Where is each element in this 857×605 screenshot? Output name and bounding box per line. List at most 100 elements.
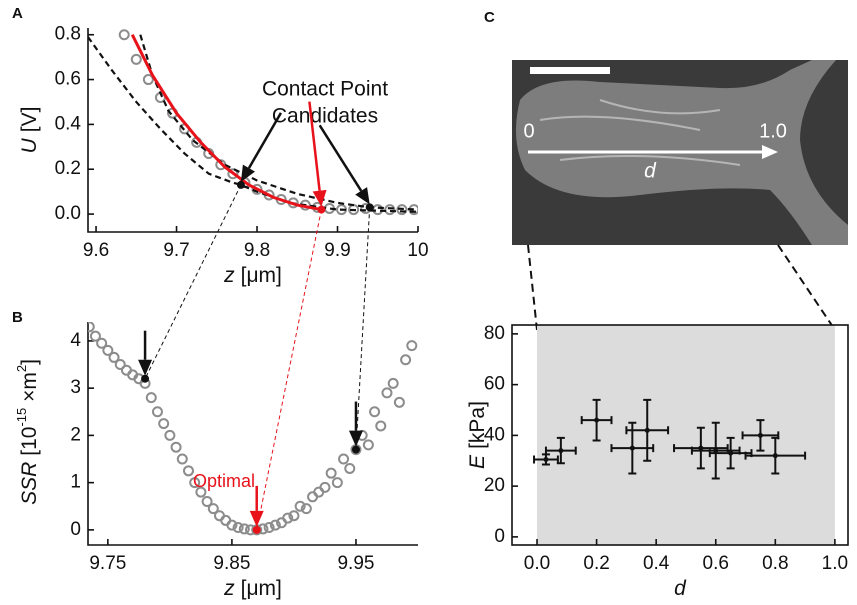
data-point [214, 510, 226, 522]
candidate-fit [88, 36, 418, 213]
y-error-caps [628, 421, 637, 475]
x-axis-label: d [674, 577, 687, 600]
data-point [313, 486, 325, 498]
y-axis-symbol: U [18, 137, 41, 153]
data-point [220, 514, 232, 526]
data-point [300, 503, 312, 515]
mean-point [757, 432, 763, 438]
data-point [142, 74, 154, 86]
axis-line [87, 322, 418, 546]
data-point [182, 465, 194, 477]
x-axis-symbol: d [674, 577, 687, 600]
panel-label: A [12, 5, 23, 22]
data-point [164, 429, 176, 441]
y-tick-label: 0.6 [55, 69, 81, 90]
data-point [319, 481, 331, 493]
arrowhead [240, 164, 256, 182]
arrowhead [312, 189, 327, 207]
y-axis-unit: [V] [18, 107, 41, 133]
zoom-line [527, 244, 538, 331]
data-point [375, 420, 387, 432]
y-axis-label: U [V] [18, 107, 41, 154]
x-tick-label: 0.2 [583, 553, 609, 574]
panel: C 0.0 0.2 0.4 0.6 0.8 1.0 0 20 40 60 80 d E [kPa] [466, 9, 849, 600]
x-tick-label: 9.7 [163, 240, 189, 261]
data-point [158, 418, 170, 430]
data-point [151, 406, 163, 418]
data-point [393, 396, 405, 408]
y-axis-unit: ×m [18, 372, 41, 408]
y-axis-symbol: SSR [18, 462, 41, 505]
y-axis-symbol: E [466, 454, 489, 469]
mean-point [629, 445, 635, 451]
y-axis-unit: -15 [14, 408, 29, 427]
mean-point [772, 453, 778, 459]
arrowhead [138, 359, 153, 376]
y-axis-unit: [10 [18, 427, 41, 456]
x-error-caps [533, 455, 559, 464]
x-tick-label: 0.4 [643, 553, 670, 574]
data-point [201, 496, 213, 508]
data-point [96, 337, 108, 349]
x-tick-label: 9.8 [244, 240, 270, 261]
arrowhead [355, 187, 370, 205]
mean-point [543, 456, 549, 462]
y-tick-label: 60 [484, 374, 505, 395]
x-tick-label: 0.0 [524, 553, 550, 574]
x-tick-label: 1.0 [822, 553, 848, 574]
data-point [384, 204, 396, 216]
image-arrowhead [762, 145, 778, 159]
data-point [288, 510, 300, 522]
x-error-caps [544, 446, 577, 455]
data-point [338, 453, 350, 465]
contact-point [252, 525, 261, 534]
data-point [114, 359, 126, 371]
contact-point [351, 445, 360, 454]
y-tick-label: 0.0 [55, 203, 81, 224]
y-error-caps [771, 436, 780, 475]
data-point [189, 477, 201, 489]
connector [144, 184, 242, 379]
data-point [381, 387, 393, 399]
mean-point [728, 450, 734, 456]
y-axis-label: SSR [10-15 ×m2] [14, 359, 41, 505]
y-tick-label: 0.4 [55, 113, 82, 134]
connector [256, 209, 322, 530]
zoom-line [777, 244, 836, 331]
arrow [247, 112, 283, 169]
axis-line [87, 28, 418, 233]
y-axis-unit: 2 [14, 365, 29, 372]
shaded-range [537, 325, 835, 545]
x-error-caps [625, 426, 670, 435]
data-point [145, 392, 157, 404]
data-point [176, 453, 188, 465]
x-axis-label: z [μm] [223, 577, 282, 600]
y-axis-unit: [kPa] [466, 401, 489, 449]
plot-area [88, 322, 418, 536]
x-tick-label: 0.6 [703, 553, 729, 574]
data-point [89, 330, 101, 342]
fit-line [130, 34, 322, 212]
panel-label: B [12, 309, 23, 326]
data-point [108, 351, 120, 363]
data-point [400, 354, 412, 366]
arrow [308, 101, 321, 191]
data-point [170, 441, 182, 453]
data-point [263, 522, 275, 534]
x-tick-label: 9.85 [213, 553, 250, 574]
plot-frame [511, 324, 849, 546]
y-tick-label: 0 [70, 519, 81, 540]
data-point [88, 322, 95, 333]
annotation: Contact Point [262, 78, 388, 101]
data-point [269, 519, 281, 531]
scale-bar [530, 67, 610, 74]
mean-point [558, 448, 564, 454]
data-point [396, 204, 408, 216]
data-point [195, 486, 207, 498]
x-error-caps [610, 444, 655, 453]
y-tick-label: 3 [70, 377, 81, 398]
mean-point [644, 427, 650, 433]
y-tick-label: 1 [70, 472, 81, 493]
